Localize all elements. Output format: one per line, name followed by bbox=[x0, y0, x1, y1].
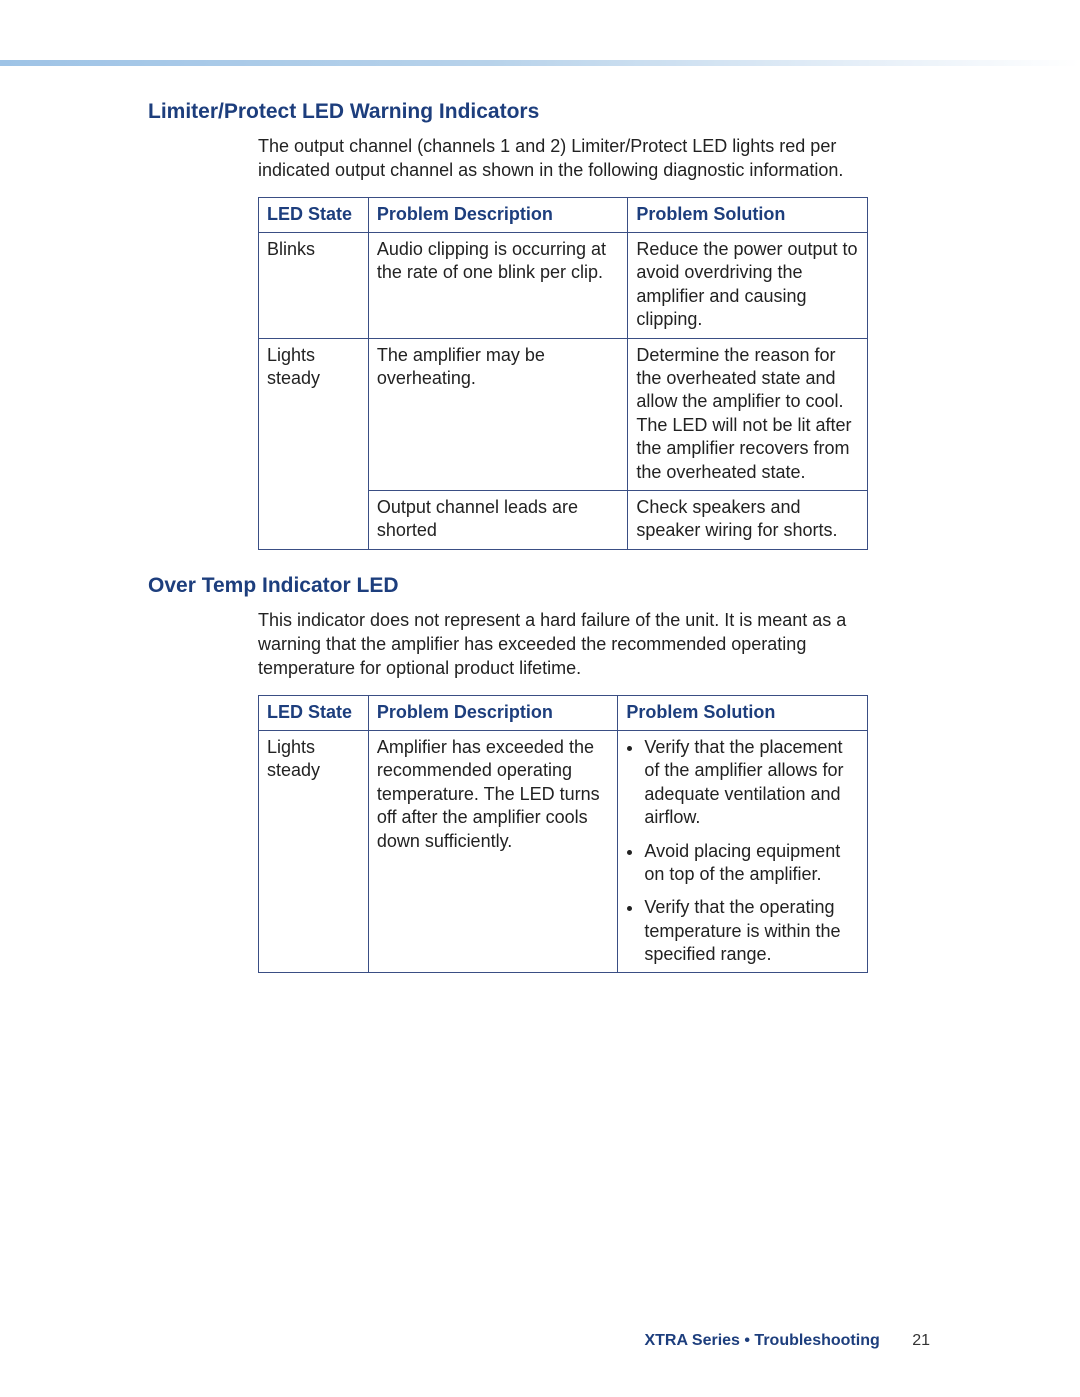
cell-state: Lights steady bbox=[259, 730, 369, 973]
table-row: Blinks Audio clipping is occurring at th… bbox=[259, 232, 868, 338]
section2-title: Over Temp Indicator LED bbox=[148, 574, 868, 598]
page-content: Limiter/Protect LED Warning Indicators T… bbox=[148, 100, 868, 973]
cell-desc: Amplifier has exceeded the recommended o… bbox=[368, 730, 618, 973]
solution-list: Verify that the placement of the amplifi… bbox=[626, 736, 859, 967]
cell-sol: Reduce the power output to avoid overdri… bbox=[628, 232, 868, 338]
footer-page-number: 21 bbox=[912, 1332, 930, 1349]
col-problem-desc: Problem Description bbox=[368, 197, 628, 232]
section1-table: LED State Problem Description Problem So… bbox=[258, 197, 868, 550]
col-led-state: LED State bbox=[259, 197, 369, 232]
solution-item: Verify that the operating temperature is… bbox=[644, 896, 859, 966]
col-led-state: LED State bbox=[259, 695, 369, 730]
footer-doc-title: XTRA Series • Troubleshooting bbox=[644, 1332, 879, 1349]
solution-item: Verify that the placement of the amplifi… bbox=[644, 736, 859, 830]
page-footer: XTRA Series • Troubleshooting 21 bbox=[0, 1332, 1080, 1350]
section2-table: LED State Problem Description Problem So… bbox=[258, 695, 868, 974]
cell-state: Lights steady bbox=[259, 338, 369, 549]
solution-item: Avoid placing equipment on top of the am… bbox=[644, 840, 859, 887]
table-row: Lights steady The amplifier may be overh… bbox=[259, 338, 868, 490]
cell-sol: Determine the reason for the overheated … bbox=[628, 338, 868, 490]
section1-title: Limiter/Protect LED Warning Indicators bbox=[148, 100, 868, 124]
top-gradient-rule bbox=[0, 60, 1080, 66]
section2-intro: This indicator does not represent a hard… bbox=[258, 608, 868, 681]
cell-sol: Check speakers and speaker wiring for sh… bbox=[628, 490, 868, 549]
cell-desc: Output channel leads are shorted bbox=[368, 490, 628, 549]
table-header-row: LED State Problem Description Problem So… bbox=[259, 197, 868, 232]
col-problem-sol: Problem Solution bbox=[618, 695, 868, 730]
table-row: Lights steady Amplifier has exceeded the… bbox=[259, 730, 868, 973]
section1-intro: The output channel (channels 1 and 2) Li… bbox=[258, 134, 868, 183]
cell-state: Blinks bbox=[259, 232, 369, 338]
cell-sol: Verify that the placement of the amplifi… bbox=[618, 730, 868, 973]
cell-desc: Audio clipping is occurring at the rate … bbox=[368, 232, 628, 338]
table-header-row: LED State Problem Description Problem So… bbox=[259, 695, 868, 730]
col-problem-sol: Problem Solution bbox=[628, 197, 868, 232]
cell-desc: The amplifier may be overheating. bbox=[368, 338, 628, 490]
col-problem-desc: Problem Description bbox=[368, 695, 618, 730]
